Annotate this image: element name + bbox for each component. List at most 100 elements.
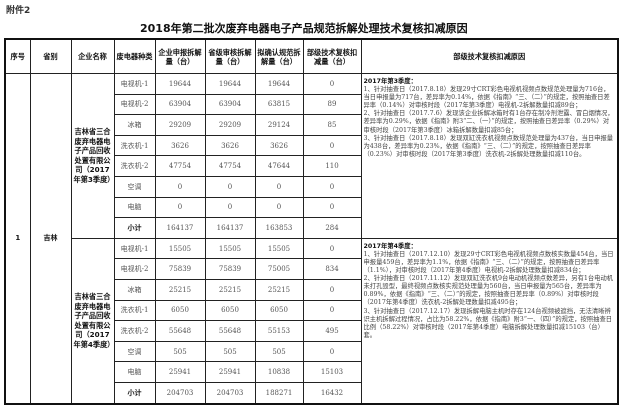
- confirmed-cell: 10838: [254, 361, 304, 383]
- confirmed-cell: 29124: [254, 114, 304, 136]
- province-cell: 吉林: [29, 73, 72, 404]
- reason-cell: 2017年第4季度： 1、针对抽查日（2017.12.10）发现29寸CRT彩色电…: [360, 237, 619, 405]
- declared-cell: 29209: [154, 114, 206, 136]
- declared-cell: 0: [154, 196, 206, 219]
- table-row: 电视机-2 75839 75839 75005 834: [5, 258, 618, 280]
- deduction-cell: 0: [302, 340, 362, 363]
- reason-period: 2017年第4季度：: [363, 242, 417, 250]
- appliance-type-cell: 小计: [113, 381, 156, 405]
- declared-cell: 15505: [154, 237, 206, 260]
- provincial-cell: 204703: [204, 381, 256, 405]
- table-row: 电脑 25941 25941 10838 15103: [5, 361, 618, 383]
- provincial-cell: 25215: [204, 278, 256, 301]
- provincial-cell: 19644: [204, 73, 256, 95]
- deduction-cell: 15103: [302, 361, 362, 383]
- table-row: 冰箱 29209 29209 29124 85: [5, 114, 618, 136]
- declared-cell: 25215: [154, 278, 206, 301]
- reason-item: 3、针对抽查日（2017.12.17）发现拆解电脑主机时存在124台视频被遮挡，…: [363, 307, 613, 339]
- declared-cell: 204703: [154, 381, 206, 405]
- provincial-cell: 29209: [204, 114, 256, 136]
- document-title: 2018年第二批次废弃电器电子产品规范拆解处理技术复核扣减原因: [140, 22, 468, 35]
- declared-cell: 47754: [154, 155, 206, 177]
- deduction-cell: 284: [302, 217, 362, 239]
- provincial-cell: 47754: [204, 155, 256, 177]
- confirmed-cell: 188271: [254, 381, 304, 405]
- header-deduction: 部级技术复核扣减量（台）: [302, 38, 362, 74]
- declared-cell: 75839: [154, 258, 206, 280]
- declared-cell: 6050: [154, 299, 206, 322]
- appliance-type-cell: 电视机-1: [113, 73, 156, 95]
- appliance-type-cell: 洗衣机-2: [113, 320, 156, 342]
- appliance-type-cell: 冰箱: [113, 114, 156, 136]
- confirmed-cell: 505: [254, 340, 304, 363]
- appliance-type-cell: 洗衣机-2: [113, 155, 156, 177]
- appliance-type-cell: 电脑: [113, 196, 156, 219]
- deduction-cell: 0: [302, 73, 362, 95]
- table-row: 小计 164137 164137 163853 284: [5, 217, 618, 239]
- header-row: 序号 省别 企业名称 废电器种类 企业申报拆解量（台） 省级审核拆解量（台） 拟确认规范拆解…: [4, 38, 619, 74]
- deduction-cell: 834: [302, 258, 362, 280]
- declared-cell: 164137: [154, 217, 206, 239]
- declared-cell: 25941: [154, 361, 206, 383]
- deduction-cell: 495: [302, 320, 362, 342]
- header-declared: 企业申报拆解量（台）: [154, 38, 206, 74]
- deduction-cell: 110: [302, 155, 362, 177]
- reason-item: 2、针对抽查日（2017.7.6）发现该企业拆解冰箱时有1台存在制冷剂泄露、冒白…: [363, 110, 614, 134]
- appliance-type-cell: 空调: [113, 175, 156, 198]
- reason-item: 1、针对抽查日（2017.8.18）发现29寸CRT彩色电视机视频点数规范处理量…: [363, 86, 610, 110]
- deduction-cell: 0: [302, 175, 362, 198]
- table-row: 空调 0 0 0 0: [5, 175, 618, 198]
- deduction-cell: 0: [302, 299, 362, 322]
- confirmed-cell: 0: [254, 196, 304, 219]
- attachment-label: 附件2: [6, 6, 31, 16]
- review-table: 序号 省别 企业名称 废电器种类 企业申报拆解量（台） 省级审核拆解量（台） 拟确认规范拆解…: [4, 38, 619, 405]
- appliance-type-cell: 空调: [113, 340, 156, 363]
- confirmed-cell: 63815: [254, 93, 304, 116]
- header-reason: 部级技术复核扣减原因: [360, 38, 619, 74]
- declared-cell: 505: [154, 340, 206, 363]
- provincial-cell: 3626: [204, 134, 256, 157]
- seq-cell: 1: [4, 73, 31, 404]
- header-confirmed: 拟确认规范拆解量（台）: [254, 38, 304, 74]
- provincial-cell: 6050: [204, 299, 256, 322]
- table-row: 洗衣机-1 6050 6050 6050 0: [5, 299, 618, 322]
- appliance-type-cell: 电视机-2: [113, 258, 156, 280]
- provincial-cell: 75839: [204, 258, 256, 280]
- confirmed-cell: 25215: [254, 278, 304, 301]
- table-row: 1 吉林 吉林省三合废弃电器电子产品回收处置有限公司（2017年第3季度） 电视机-1…: [4, 73, 619, 404]
- deduction-cell: 0: [302, 278, 362, 301]
- deduction-cell: 0: [302, 134, 362, 157]
- confirmed-cell: 75005: [254, 258, 304, 280]
- confirmed-cell: 3626: [254, 134, 304, 157]
- deduction-cell: 89: [302, 93, 362, 116]
- table-row: 洗衣机-2 47754 47754 47644 110: [5, 155, 618, 177]
- confirmed-cell: 15505: [254, 237, 304, 260]
- appliance-type-cell: 小计: [113, 217, 156, 239]
- confirmed-cell: 55153: [254, 320, 304, 342]
- confirmed-cell: 19644: [254, 73, 304, 95]
- appliance-type-cell: 冰箱: [113, 278, 156, 301]
- table-row: 吉林省三合废弃电器电子产品回收处置有限公司（2017年第4季度） 电视机-1 155…: [5, 237, 619, 405]
- header-province: 省别: [29, 38, 72, 74]
- declared-cell: 3626: [154, 134, 206, 157]
- reason-cell: 2017年第3季度： 1、针对抽查日（2017.8.18）发现29寸CRT彩色电视…: [360, 73, 619, 239]
- reason-item: 1、针对抽查日（2017.12.10）发现29寸CRT彩色电视机视频点数核实数量…: [363, 250, 614, 275]
- appliance-type-cell: 电视机-1: [113, 237, 156, 260]
- appliance-type-cell: 洗衣机-1: [113, 299, 156, 322]
- provincial-cell: 0: [204, 196, 256, 219]
- confirmed-cell: 6050: [254, 299, 304, 322]
- provincial-cell: 25941: [204, 361, 256, 383]
- company-cell: 吉林省三合废弃电器电子产品回收处置有限公司（2017年第3季度）: [70, 73, 115, 239]
- appliance-type-cell: 电脑: [113, 361, 156, 383]
- declared-cell: 63904: [154, 93, 206, 116]
- header-company: 企业名称: [70, 38, 115, 74]
- deduction-cell: 85: [302, 114, 362, 136]
- header-provincial: 省级审核拆解量（台）: [204, 38, 256, 74]
- table-row: 电脑 0 0 0 0: [5, 196, 618, 219]
- table-row: 小计 204703 204703 188271 16432: [5, 381, 618, 405]
- deduction-cell: 16432: [302, 381, 362, 405]
- provincial-cell: 55648: [204, 320, 256, 342]
- confirmed-cell: 47644: [254, 155, 304, 177]
- header-seq: 序号: [4, 38, 31, 74]
- provincial-cell: 0: [204, 175, 256, 198]
